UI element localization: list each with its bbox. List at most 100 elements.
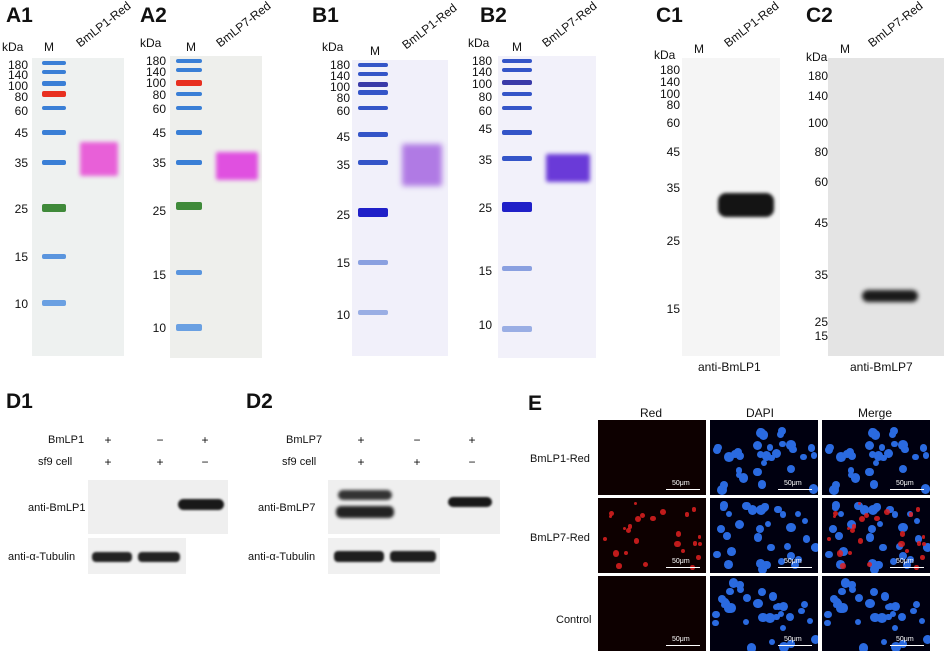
marker-band: [358, 72, 388, 76]
mw-label: 45: [152, 126, 166, 140]
row-label: sf9 cell: [38, 456, 73, 468]
red-signal: [625, 527, 631, 533]
nucleus: [808, 484, 818, 494]
red-signal: [696, 555, 702, 561]
mw-label: 25: [478, 201, 492, 215]
red-signal: [623, 551, 628, 556]
nucleus: [802, 535, 811, 544]
nucleus: [742, 594, 751, 603]
nucleus: [778, 558, 785, 566]
marker-band: [358, 106, 388, 110]
scale-bar: [890, 567, 924, 568]
marker-band: [358, 160, 388, 165]
nucleus: [795, 556, 802, 564]
marker-band: [358, 310, 388, 315]
mw-label: 35: [14, 156, 28, 170]
nucleus: [733, 448, 743, 458]
mw-label: 100: [471, 77, 492, 91]
micrograph-merge-1: 50μm: [822, 420, 930, 495]
nucleus: [757, 451, 765, 459]
scale-bar-label: 50μm: [672, 558, 690, 565]
nucleus: [870, 612, 880, 623]
red-signal: [859, 515, 866, 522]
red-signal: [908, 512, 914, 517]
red-signal: [846, 526, 850, 531]
nucleus: [726, 603, 736, 613]
blot-d2: [328, 480, 500, 534]
red-signal: [633, 501, 637, 506]
marker-band: [502, 326, 532, 332]
scale-bar: [778, 567, 812, 568]
red-signal: [612, 550, 620, 557]
nucleus: [773, 614, 780, 621]
red-signal: [916, 541, 922, 546]
red-signal: [897, 540, 905, 548]
micrograph-dapi-2: 50μm: [710, 498, 818, 573]
mw-label: 45: [478, 122, 492, 136]
nucleus: [736, 581, 744, 589]
nucleus: [831, 484, 839, 491]
red-signal: [602, 537, 608, 542]
nucleus: [873, 560, 883, 570]
micrograph-red-2: 50μm: [598, 498, 706, 573]
red-signal: [642, 561, 648, 567]
nucleus: [779, 440, 786, 448]
nucleus: [847, 519, 857, 529]
row-label: BmLP1-Red: [530, 453, 590, 465]
nucleus: [807, 443, 816, 452]
red-signal: [675, 531, 681, 537]
blot-band: [92, 552, 132, 562]
gel-a2: [170, 56, 262, 358]
nucleus: [746, 643, 756, 651]
marker-band: [502, 130, 532, 135]
mw-label: 10: [336, 308, 350, 322]
nucleus: [779, 642, 789, 651]
micrograph-merge-3: 50μm: [822, 576, 930, 651]
nucleus: [890, 610, 897, 618]
nucleus: [912, 601, 920, 609]
nucleus: [851, 473, 861, 483]
red-signal: [920, 555, 926, 561]
nucleus: [757, 480, 766, 489]
panel-label-d2: D2: [246, 390, 273, 413]
gel-a1: [32, 58, 124, 356]
nucleus: [712, 619, 719, 626]
nucleus: [712, 550, 721, 559]
red-signal: [616, 563, 622, 569]
nucleus: [806, 617, 814, 625]
mw-label: 180: [807, 69, 828, 83]
mw-label: 10: [478, 318, 492, 332]
nucleus: [891, 511, 899, 519]
micrograph-dapi-1: 50μm: [710, 420, 818, 495]
nucleus: [887, 602, 895, 611]
loading-label: anti-α-Tubulin: [8, 551, 76, 563]
nucleus: [717, 524, 726, 533]
sign: −: [468, 455, 476, 469]
mw-label: 10: [152, 321, 166, 335]
nucleus: [889, 431, 897, 438]
marker-band: [176, 92, 202, 96]
nucleus: [922, 451, 930, 459]
red-signal: [847, 551, 852, 556]
nucleus: [811, 634, 818, 644]
loading-label: anti-α-Tubulin: [248, 551, 316, 563]
lane-label: BmLP1-Red: [721, 0, 782, 51]
row-label: Control: [556, 614, 592, 626]
nucleus: [728, 578, 739, 588]
lane-label: BmLP7-Red: [865, 0, 926, 51]
column-label: Red: [640, 406, 663, 420]
micrograph-red-3: 50μm: [598, 576, 706, 651]
mw-label: 60: [478, 104, 492, 118]
nucleus: [785, 522, 796, 533]
column-label: DAPI: [746, 406, 775, 420]
nucleus: [824, 619, 831, 626]
blot-band: [390, 551, 436, 562]
nucleus: [810, 451, 818, 459]
red-signal: [635, 515, 642, 522]
kda-label: kDa: [140, 36, 162, 50]
lane-label: BmLP7-Red: [213, 0, 274, 51]
marker-band: [502, 80, 532, 85]
nucleus: [912, 453, 920, 461]
nucleus: [787, 639, 796, 648]
nucleus: [868, 505, 878, 515]
